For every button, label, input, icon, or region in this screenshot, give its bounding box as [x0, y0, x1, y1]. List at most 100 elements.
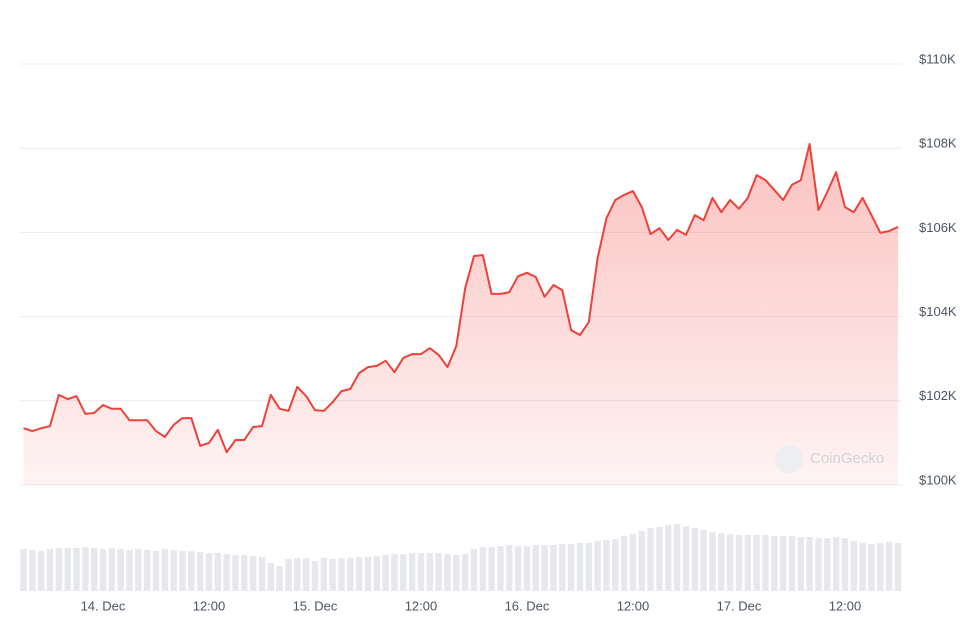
volume-bar	[594, 541, 601, 591]
volume-bar	[620, 536, 628, 591]
y-tick-label: $108K	[919, 136, 957, 151]
volume-bar	[435, 553, 442, 591]
volume-bar	[232, 555, 239, 591]
volume-bar	[223, 554, 230, 591]
volume-bar	[408, 553, 416, 591]
x-tick-label: 16. Dec	[505, 598, 550, 613]
volume-bar	[37, 551, 45, 591]
volume-bar	[629, 534, 637, 591]
volume-bar	[400, 554, 407, 591]
volume-bar	[179, 551, 186, 591]
volume-bar	[135, 549, 142, 591]
volume-bar	[859, 543, 866, 591]
volume-bar	[523, 546, 531, 591]
volume-bar	[656, 527, 663, 591]
volume-bar	[868, 544, 875, 591]
price-area	[23, 144, 898, 485]
volume-bar	[188, 551, 195, 591]
volume-bar	[691, 528, 699, 591]
volume-bar	[726, 534, 734, 591]
volume-bar	[364, 557, 372, 591]
x-tick-label: 12:00	[829, 598, 862, 613]
volume-bar	[585, 543, 593, 591]
volume-bar	[532, 545, 540, 591]
volume-bar	[382, 555, 389, 591]
y-tick-label: $104K	[919, 304, 957, 319]
volume-bar	[355, 557, 363, 591]
price-line	[23, 143, 899, 454]
volume-bar	[753, 535, 760, 591]
volume-bar	[276, 566, 283, 591]
volume-bar	[771, 536, 778, 591]
volume-bar	[29, 550, 36, 591]
volume-bar	[673, 524, 681, 591]
volume-bar	[55, 548, 63, 591]
volume-bar	[576, 543, 584, 591]
volume-bar	[788, 536, 796, 591]
volume-bar	[391, 554, 398, 591]
volume-bar	[302, 558, 310, 591]
volume-bar	[638, 531, 646, 591]
volume-bar	[373, 556, 381, 591]
volume-bar	[894, 543, 902, 591]
x-tick-label: 12:00	[193, 598, 226, 613]
volume-bar	[258, 557, 266, 591]
x-tick-label: 15. Dec	[293, 598, 338, 613]
volume-bar	[161, 549, 169, 591]
volume-bar	[647, 528, 654, 591]
volume-bar	[205, 553, 213, 591]
volume-bar	[832, 537, 840, 591]
volume-bar	[567, 544, 575, 591]
volume-bar	[514, 546, 522, 591]
volume-bar	[241, 555, 248, 591]
volume-bar	[347, 558, 354, 591]
volume-bar	[99, 549, 107, 591]
volume-bar	[338, 558, 345, 591]
volume-bar	[550, 545, 557, 591]
volume-bar	[329, 559, 336, 591]
volume-bar	[196, 552, 204, 591]
volume-bar	[152, 551, 160, 591]
volume-bar	[170, 550, 177, 591]
volume-bar	[700, 530, 707, 591]
volume-bar	[82, 547, 89, 591]
volume-bar	[143, 550, 151, 591]
volume-bar	[311, 561, 319, 591]
volume-bar	[267, 563, 275, 591]
volume-bar	[488, 547, 495, 591]
volume-bar	[117, 549, 124, 591]
volume-bar	[718, 533, 725, 591]
volume-bar	[603, 540, 610, 591]
watermark: CoinGecko	[810, 450, 884, 467]
volume-bar	[682, 526, 690, 591]
volume-bar	[885, 542, 893, 591]
volume-bar	[285, 559, 292, 591]
volume-bar	[779, 536, 787, 591]
volume-bar	[497, 546, 504, 591]
x-tick-label: 12:00	[405, 598, 438, 613]
volume-bar	[479, 547, 487, 591]
y-tick-label: $102K	[919, 388, 957, 403]
volume-bar	[797, 537, 805, 591]
volume-bar	[841, 538, 849, 591]
volume-bar	[850, 541, 858, 591]
volume-bar	[320, 558, 328, 591]
volume-bar	[417, 553, 425, 591]
volume-bar	[126, 550, 133, 591]
volume-bar	[64, 548, 71, 591]
volume-bar	[735, 535, 743, 591]
volume-bar	[806, 537, 813, 591]
volume-bar	[612, 539, 619, 591]
volume-bar	[108, 548, 116, 591]
volume-bar	[214, 553, 222, 591]
volume-bar	[762, 535, 769, 591]
volume-bar	[73, 548, 80, 591]
volume-bar	[249, 556, 257, 591]
plot: $100K $102K $104K $106K $108K $110K 14. Dec 12:…	[20, 51, 957, 613]
x-tick-label: 17. Dec	[717, 598, 762, 613]
volume-bar	[744, 535, 752, 591]
volume-bar	[877, 543, 884, 591]
volume-bar	[294, 558, 301, 591]
volume-bar	[453, 555, 460, 591]
